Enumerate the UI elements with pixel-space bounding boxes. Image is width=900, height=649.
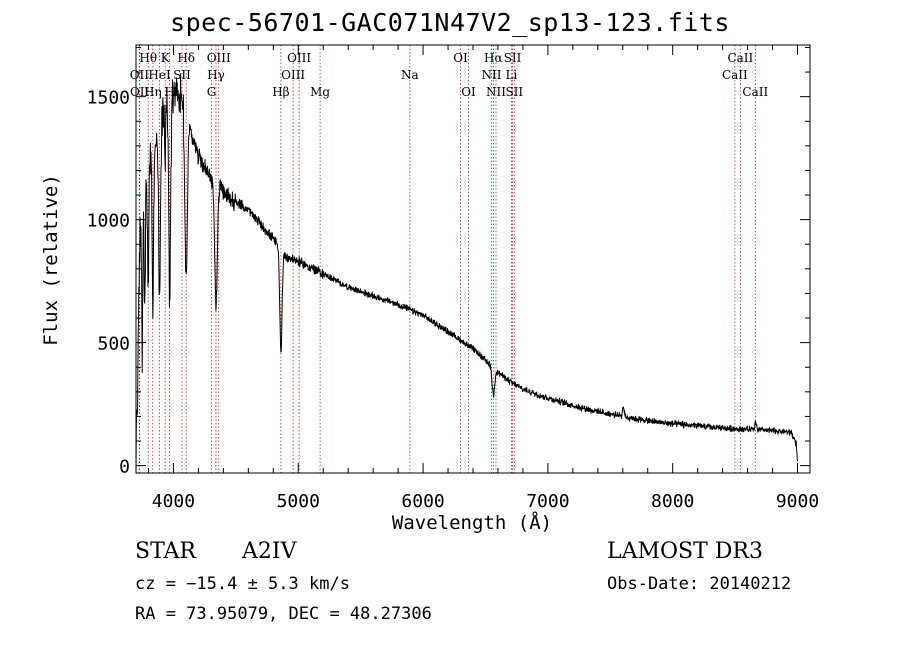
line-marker-label: Li bbox=[506, 68, 518, 82]
line-marker-label: OIII bbox=[281, 68, 305, 82]
line-marker-label: OIII bbox=[207, 51, 231, 65]
object-subclass: A2IV bbox=[242, 539, 297, 564]
line-marker-label: Hδ bbox=[177, 51, 195, 65]
y-tick-label: 1500 bbox=[87, 88, 130, 109]
plot-frame bbox=[135, 44, 811, 474]
line-marker-label: Hγ bbox=[207, 68, 225, 82]
line-marker-label: Mg bbox=[310, 85, 330, 99]
line-marker-group bbox=[138, 45, 756, 473]
line-marker-label: CaII bbox=[722, 68, 748, 82]
line-marker-label: HeI bbox=[148, 68, 171, 82]
y-tick-label: 1000 bbox=[87, 211, 130, 232]
line-marker-label: NII bbox=[481, 68, 501, 82]
y-tick-label: 0 bbox=[119, 457, 130, 478]
obs-date-text: Obs-Date: 20140212 bbox=[607, 574, 792, 594]
line-marker-label: Hβ bbox=[272, 85, 289, 99]
axis-ticks: 4000 5000 6000 7000 8000 9000 0 500 1000 1500 bbox=[87, 45, 819, 512]
line-marker-label: OI bbox=[453, 51, 468, 65]
spectrum-line bbox=[135, 73, 798, 471]
x-tick-label: 8000 bbox=[651, 491, 694, 512]
line-marker-label: OIII bbox=[287, 51, 311, 65]
redshift-text: cz = −15.4 ± 5.3 km/s bbox=[135, 574, 350, 594]
x-tick-label: 9000 bbox=[776, 491, 819, 512]
line-marker-label: Hα bbox=[484, 51, 503, 65]
chart-title: spec-56701-GAC071N47V2_sp13-123.fits bbox=[170, 8, 730, 37]
line-marker-label: K bbox=[161, 51, 171, 65]
line-marker-label: G bbox=[207, 85, 217, 99]
x-tick-label: 5000 bbox=[277, 491, 320, 512]
line-marker-label: OI bbox=[461, 85, 476, 99]
x-tick-label: 6000 bbox=[401, 491, 444, 512]
line-marker-label: NII bbox=[486, 85, 506, 99]
coordinates-text: RA = 73.95079, DEC = 48.27306 bbox=[135, 604, 432, 624]
line-marker-label: Hη bbox=[144, 85, 162, 99]
line-marker-label: CaII bbox=[727, 51, 753, 65]
object-class: STAR bbox=[135, 539, 196, 564]
x-tick-label: 7000 bbox=[526, 491, 569, 512]
line-marker-label: SII bbox=[505, 85, 523, 99]
line-marker-label: SII bbox=[173, 68, 191, 82]
line-marker-label: SII bbox=[504, 51, 522, 65]
line-marker-label: CaII bbox=[742, 85, 768, 99]
line-marker-label: Hθ bbox=[139, 51, 157, 65]
survey-name: LAMOST DR3 bbox=[607, 539, 763, 564]
line-marker-label: OII bbox=[130, 85, 150, 99]
x-tick-label: 4000 bbox=[152, 491, 195, 512]
y-tick-label: 500 bbox=[97, 334, 130, 355]
line-marker-label: Na bbox=[401, 68, 419, 82]
line-marker-label: OII bbox=[130, 68, 150, 82]
line-marker-label: H bbox=[164, 85, 174, 99]
x-axis-label: Wavelength (Å) bbox=[391, 512, 553, 534]
